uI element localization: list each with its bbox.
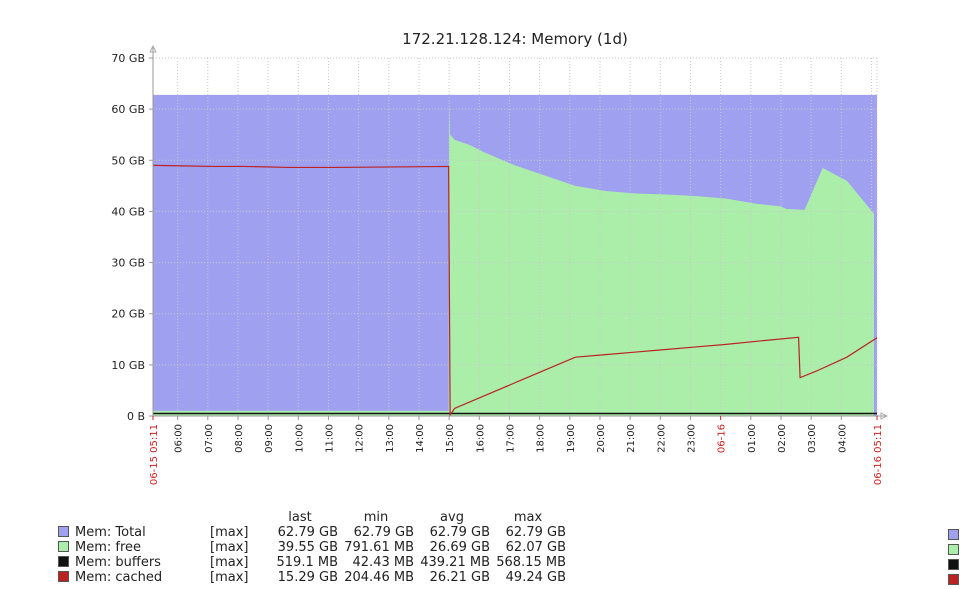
legend-fn: [max] bbox=[210, 525, 249, 540]
x-tick-label: 06-16 bbox=[717, 424, 728, 453]
legend-max: 568.15 MB bbox=[496, 555, 566, 570]
legend-avg: 26.21 GB bbox=[429, 570, 490, 585]
legend-min: 62.79 GB bbox=[353, 525, 414, 540]
y-tick-label: 60 GB bbox=[111, 103, 145, 116]
x-tick-label: 23:00 bbox=[686, 424, 697, 453]
legend-header-min: min bbox=[363, 510, 389, 525]
legend-last: 519.1 MB bbox=[276, 555, 338, 570]
legend-swatch-cached bbox=[58, 571, 69, 582]
legend-swatch-total bbox=[58, 526, 69, 537]
x-tick-label: 18:00 bbox=[536, 424, 547, 453]
legend-header-last: last bbox=[288, 510, 312, 525]
x-axis-arrow bbox=[880, 412, 889, 420]
legend-header-max: max bbox=[513, 510, 543, 525]
legend-fn: [max] bbox=[210, 570, 249, 585]
legend-swatch-free bbox=[58, 541, 69, 552]
legend-swatch-buffers bbox=[58, 556, 69, 567]
y-tick-label: 10 GB bbox=[111, 359, 145, 372]
legend2-swatch-total bbox=[948, 529, 959, 540]
x-tick-label: 09:00 bbox=[264, 424, 275, 453]
y-tick-label: 30 GB bbox=[111, 257, 145, 270]
legend-name: Mem: buffers bbox=[75, 555, 161, 570]
x-tick-label: 13:00 bbox=[385, 424, 396, 453]
x-tick-label: 08:00 bbox=[234, 424, 245, 453]
x-tick-label: 14:00 bbox=[415, 424, 426, 453]
legend-avg: 439.21 MB bbox=[420, 555, 490, 570]
x-tick-label: 15:00 bbox=[445, 424, 456, 453]
x-tick-label: 02:00 bbox=[777, 424, 788, 453]
legend-row-cached: Mem: cached [max] 15.29 GB 204.46 MB 26.… bbox=[58, 570, 566, 585]
x-tick-label: 03:00 bbox=[807, 424, 818, 453]
legend2-swatch-buffers bbox=[948, 559, 959, 570]
x-tick-label: 04:00 bbox=[837, 424, 848, 453]
y-tick-label: 0 B bbox=[127, 410, 145, 423]
y-tick-label: 20 GB bbox=[111, 308, 145, 321]
legend-fn: [max] bbox=[210, 555, 249, 570]
x-tick-label: 19:00 bbox=[566, 424, 577, 453]
legend-min: 42.43 MB bbox=[352, 555, 414, 570]
chart-legend: last min avg max Mem: Total [max] 62.79 … bbox=[58, 510, 566, 585]
legend-name: Mem: free bbox=[75, 540, 142, 555]
legend-fn: [max] bbox=[210, 540, 249, 555]
legend-min: 791.61 MB bbox=[344, 540, 414, 555]
chart-title: 172.21.128.124: Memory (1d) bbox=[402, 30, 628, 48]
legend2-swatch-cached bbox=[948, 574, 959, 585]
x-tick-label: 20:00 bbox=[596, 424, 607, 453]
memory-chart: 172.21.128.124: Memory (1d) 0 B 10 GB 20 G… bbox=[111, 30, 889, 485]
series-area-free bbox=[153, 98, 874, 417]
x-tick-label: 21:00 bbox=[626, 424, 637, 453]
legend-avg: 62.79 GB bbox=[429, 525, 490, 540]
legend-name: Mem: Total bbox=[75, 525, 146, 540]
secondary-legend-cutoff bbox=[948, 529, 959, 589]
x-tick-label: 07:00 bbox=[204, 424, 215, 453]
x-tick-label: 17:00 bbox=[505, 424, 516, 453]
x-tick-label: 06:00 bbox=[174, 424, 185, 453]
y-tick-label: 40 GB bbox=[111, 205, 145, 218]
legend-last: 62.79 GB bbox=[277, 525, 338, 540]
legend2-swatch-free bbox=[948, 544, 959, 555]
legend-header-avg: avg bbox=[440, 510, 464, 525]
legend-header: last min avg max bbox=[58, 510, 566, 525]
legend-row-total: Mem: Total [max] 62.79 GB 62.79 GB 62.79… bbox=[58, 525, 566, 540]
legend-row-buffers: Mem: buffers [max] 519.1 MB 42.43 MB 439… bbox=[58, 555, 566, 570]
series-line-cached bbox=[152, 164, 878, 417]
x-tick-label: 16:00 bbox=[475, 424, 486, 453]
x-tick-label: 22:00 bbox=[656, 424, 667, 453]
legend-max: 49.24 GB bbox=[505, 570, 566, 585]
x-tick-label: 12:00 bbox=[355, 424, 366, 453]
y-tick-label: 70 GB bbox=[111, 52, 145, 65]
y-tick-label: 50 GB bbox=[111, 154, 145, 167]
y-axis-arrow bbox=[149, 44, 157, 53]
legend-avg: 26.69 GB bbox=[429, 540, 490, 555]
legend-row-free: Mem: free [max] 39.55 GB 791.61 MB 26.69… bbox=[58, 540, 566, 555]
legend-max: 62.07 GB bbox=[505, 540, 566, 555]
x-tick-label: 06-15 05:11 bbox=[149, 424, 160, 485]
legend-last: 15.29 GB bbox=[277, 570, 338, 585]
legend-last: 39.55 GB bbox=[277, 540, 338, 555]
x-tick-label: 06-16 05:11 bbox=[873, 424, 884, 485]
legend-name: Mem: cached bbox=[75, 570, 163, 585]
x-tick-label: 10:00 bbox=[294, 424, 305, 453]
x-tick-label: 11:00 bbox=[324, 424, 335, 453]
x-tick-label: 01:00 bbox=[747, 424, 758, 453]
legend-min: 204.46 MB bbox=[344, 570, 414, 585]
legend-max: 62.79 GB bbox=[505, 525, 566, 540]
